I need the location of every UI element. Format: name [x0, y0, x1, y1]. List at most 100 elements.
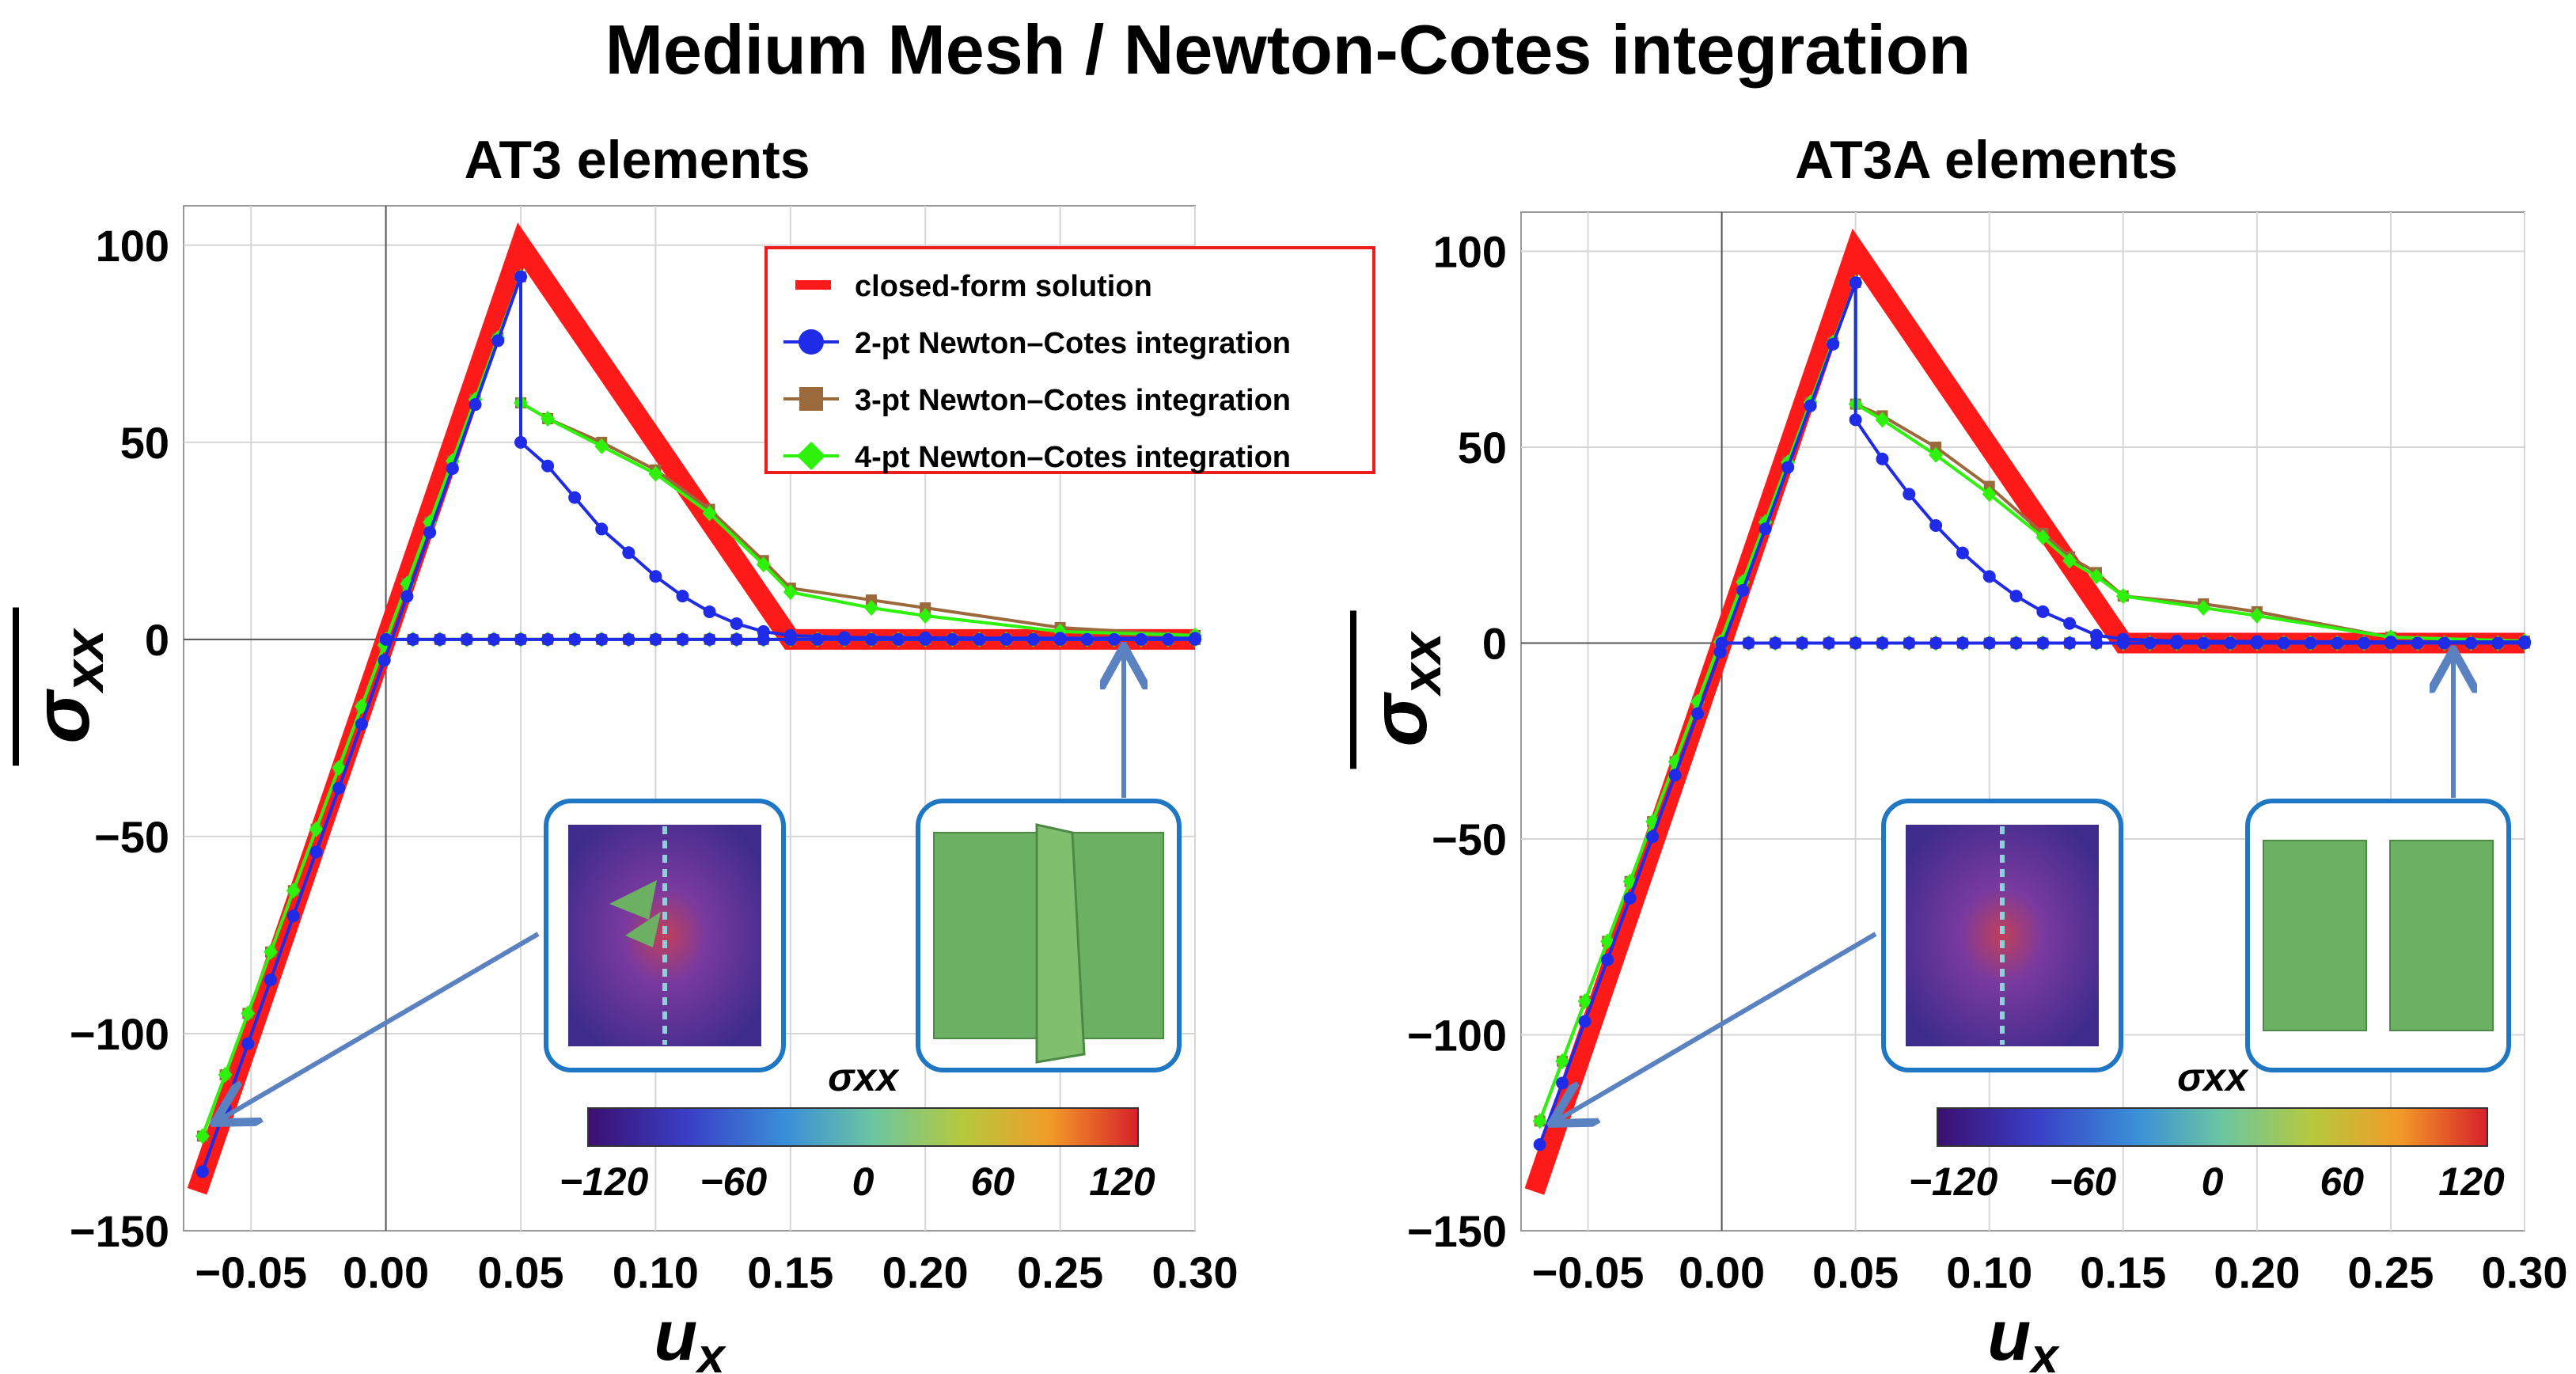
x-axis-label-sub: x [2028, 1329, 2060, 1374]
data-point [1668, 769, 1682, 782]
y-tick-label: 50 [120, 418, 169, 468]
data-point [676, 632, 689, 646]
legend-item-closed_form: closed-form solution [795, 270, 1152, 303]
data-point [1080, 632, 1094, 646]
colorbar-tick-label: −120 [1909, 1160, 1998, 1204]
x-tick-label: −0.05 [195, 1247, 307, 1297]
mesh-image-left [2263, 840, 2367, 1031]
data-point [2009, 590, 2023, 603]
data-point [2063, 617, 2077, 630]
data-point [1827, 337, 1840, 351]
colorbar-tick-label: −120 [560, 1160, 649, 1204]
data-point [241, 1005, 256, 1022]
data-point [730, 632, 743, 646]
colorbar-gradient [1937, 1107, 2488, 1147]
data-point [1577, 993, 1592, 1010]
data-point [1736, 584, 1750, 598]
data-point [2358, 636, 2371, 650]
data-point [702, 505, 717, 522]
data-point [195, 1165, 209, 1179]
colorbar-tick-label: 0 [2202, 1160, 2224, 1204]
distorted-element [625, 912, 661, 947]
plot-frame [1520, 211, 2525, 1232]
data-point [541, 459, 555, 473]
data-point [2009, 636, 2023, 650]
legend-label: 3-pt Newton–Cotes integration [855, 384, 1291, 417]
data-point [377, 654, 391, 667]
data-point [757, 632, 770, 646]
data-point [218, 1066, 233, 1083]
legend-label: 2-pt Newton–Cotes integration [855, 327, 1291, 360]
data-point [783, 632, 797, 646]
colorbar: σxx −120 −60 0 60 120 [560, 1055, 1155, 1204]
x-tick-label: 0.20 [2214, 1247, 2300, 1297]
panel-at3: AT3 elements −0.05 0.00 0.05 0.10 0.15 0.20 0.2… [13, 130, 1375, 1374]
arrow-to-curve [218, 932, 540, 1121]
x-tick-label: 0.00 [1679, 1247, 1765, 1297]
data-point [649, 570, 662, 583]
x-axis-label-sub: x [695, 1329, 727, 1374]
x-tick-label: 0.30 [1152, 1247, 1239, 1297]
data-point [703, 605, 716, 619]
legend: closed-form solution 2-pt Newton–Cotes in… [764, 246, 1375, 474]
x-tick-label: 0.30 [2482, 1247, 2568, 1297]
data-point [2196, 599, 2211, 616]
y-tick-label: 50 [1458, 423, 1507, 473]
data-point [1758, 522, 1772, 536]
colorbar-label: σxx [2177, 1055, 2249, 1099]
series-2pt [195, 270, 1201, 1179]
data-point [1781, 461, 1795, 474]
data-point [837, 632, 851, 646]
data-point [355, 717, 368, 731]
legend-item-pt2: 2-pt Newton–Cotes integration [783, 327, 1291, 360]
data-point [622, 632, 635, 646]
x-tick-label: 0.20 [882, 1247, 969, 1297]
data-point [2170, 636, 2183, 650]
data-point [1929, 446, 1944, 463]
x-tick-label: 0.15 [2080, 1247, 2166, 1297]
y-tick-label: 0 [1482, 619, 1507, 669]
data-point [1601, 953, 1614, 966]
data-point [286, 909, 300, 923]
x-tick-label: 0.00 [343, 1247, 429, 1297]
legend-swatch [797, 442, 825, 470]
data-point [514, 435, 527, 449]
data-point [1956, 546, 1969, 560]
data-point [864, 600, 879, 617]
data-point [676, 590, 689, 603]
data-point [1796, 636, 1809, 650]
colorbar-tick-label: −60 [2049, 1160, 2116, 1204]
data-point [1849, 636, 1862, 650]
data-point [1875, 412, 1890, 428]
x-tick-label: 0.15 [747, 1247, 833, 1297]
data-point [946, 632, 959, 646]
data-point [2304, 636, 2317, 650]
y-tick-label: −50 [94, 812, 169, 862]
data-point [1929, 636, 1943, 650]
data-point [648, 465, 663, 482]
data-point [2411, 636, 2424, 650]
data-point [1578, 1015, 1592, 1028]
data-point [2089, 636, 2103, 650]
colorbar-tick-label: 120 [2438, 1160, 2505, 1204]
data-point [1956, 636, 1969, 650]
data-point [756, 556, 771, 573]
y-tick-label: −50 [1432, 814, 1507, 864]
data-point [892, 632, 905, 646]
data-point [379, 632, 393, 646]
legend-label: closed-form solution [855, 270, 1152, 303]
data-point [406, 632, 419, 646]
arrow-to-curve [1556, 932, 1877, 1121]
y-axis-label-text: σxx [1355, 630, 1452, 746]
x-tick-label: 0.10 [1946, 1247, 2032, 1297]
colorbar-tick-label: 60 [970, 1160, 1015, 1204]
y-axis-label: σxx [13, 607, 115, 766]
data-point [1876, 636, 1889, 650]
colorbar-label: σxx [828, 1055, 900, 1099]
y-tick-label: −150 [70, 1206, 169, 1256]
data-point [2224, 636, 2237, 650]
data-point [423, 526, 437, 539]
data-point [1556, 1076, 1569, 1090]
data-point [2331, 636, 2344, 650]
